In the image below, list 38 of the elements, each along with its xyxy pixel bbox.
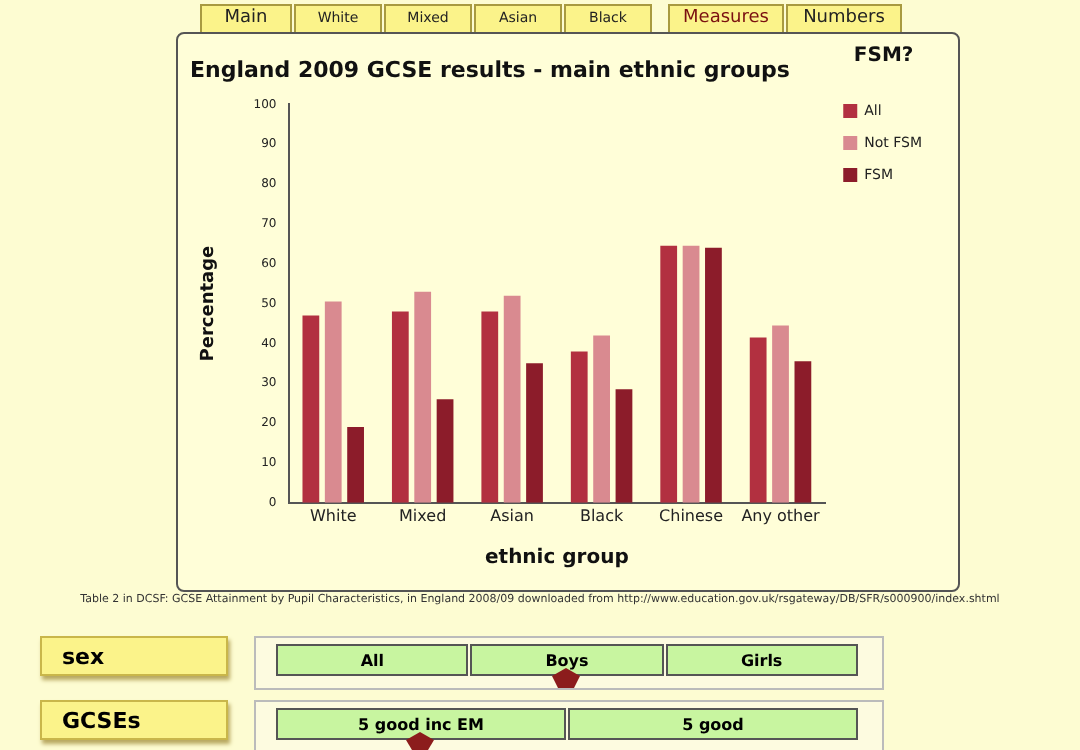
text: GCSEs bbox=[40, 700, 228, 740]
legend-title: FSM? bbox=[853, 45, 914, 68]
bar bbox=[324, 301, 342, 503]
bar bbox=[749, 337, 767, 503]
bar bbox=[570, 351, 588, 503]
x-axis-title: ethnic group bbox=[485, 547, 629, 570]
bar bbox=[503, 295, 521, 503]
bar bbox=[414, 291, 432, 503]
x-tick-label: Mixed bbox=[399, 506, 447, 525]
x-tick-label: Asian bbox=[490, 506, 534, 525]
text: 5 good inc EM bbox=[276, 708, 566, 740]
bar bbox=[794, 361, 812, 503]
y-axis-title: Percentage bbox=[199, 245, 220, 362]
bar bbox=[302, 315, 320, 503]
bar bbox=[481, 311, 499, 503]
chart-title: England 2009 GCSE results - main ethnic groups bbox=[190, 56, 791, 83]
text: Girls bbox=[665, 644, 858, 676]
bar bbox=[526, 363, 543, 503]
bar bbox=[593, 335, 610, 503]
bar bbox=[347, 427, 364, 503]
text: All bbox=[276, 644, 469, 676]
text: sex bbox=[40, 636, 228, 676]
x-tick-label: Any other bbox=[741, 506, 822, 525]
bar bbox=[682, 245, 700, 503]
bar bbox=[391, 311, 409, 503]
x-tick-label: Chinese bbox=[659, 506, 724, 525]
text: Main bbox=[200, 4, 292, 32]
text: Measures bbox=[668, 4, 784, 32]
text: Boys bbox=[470, 644, 664, 676]
x-tick-label: Black bbox=[579, 506, 624, 525]
bar bbox=[660, 245, 678, 503]
bar bbox=[615, 389, 633, 503]
bar bbox=[436, 399, 454, 503]
bar bbox=[705, 247, 722, 503]
bar bbox=[772, 325, 789, 503]
text: 5 good bbox=[568, 708, 858, 740]
x-tick-label: White bbox=[309, 506, 357, 525]
text: Numbers bbox=[786, 4, 902, 32]
